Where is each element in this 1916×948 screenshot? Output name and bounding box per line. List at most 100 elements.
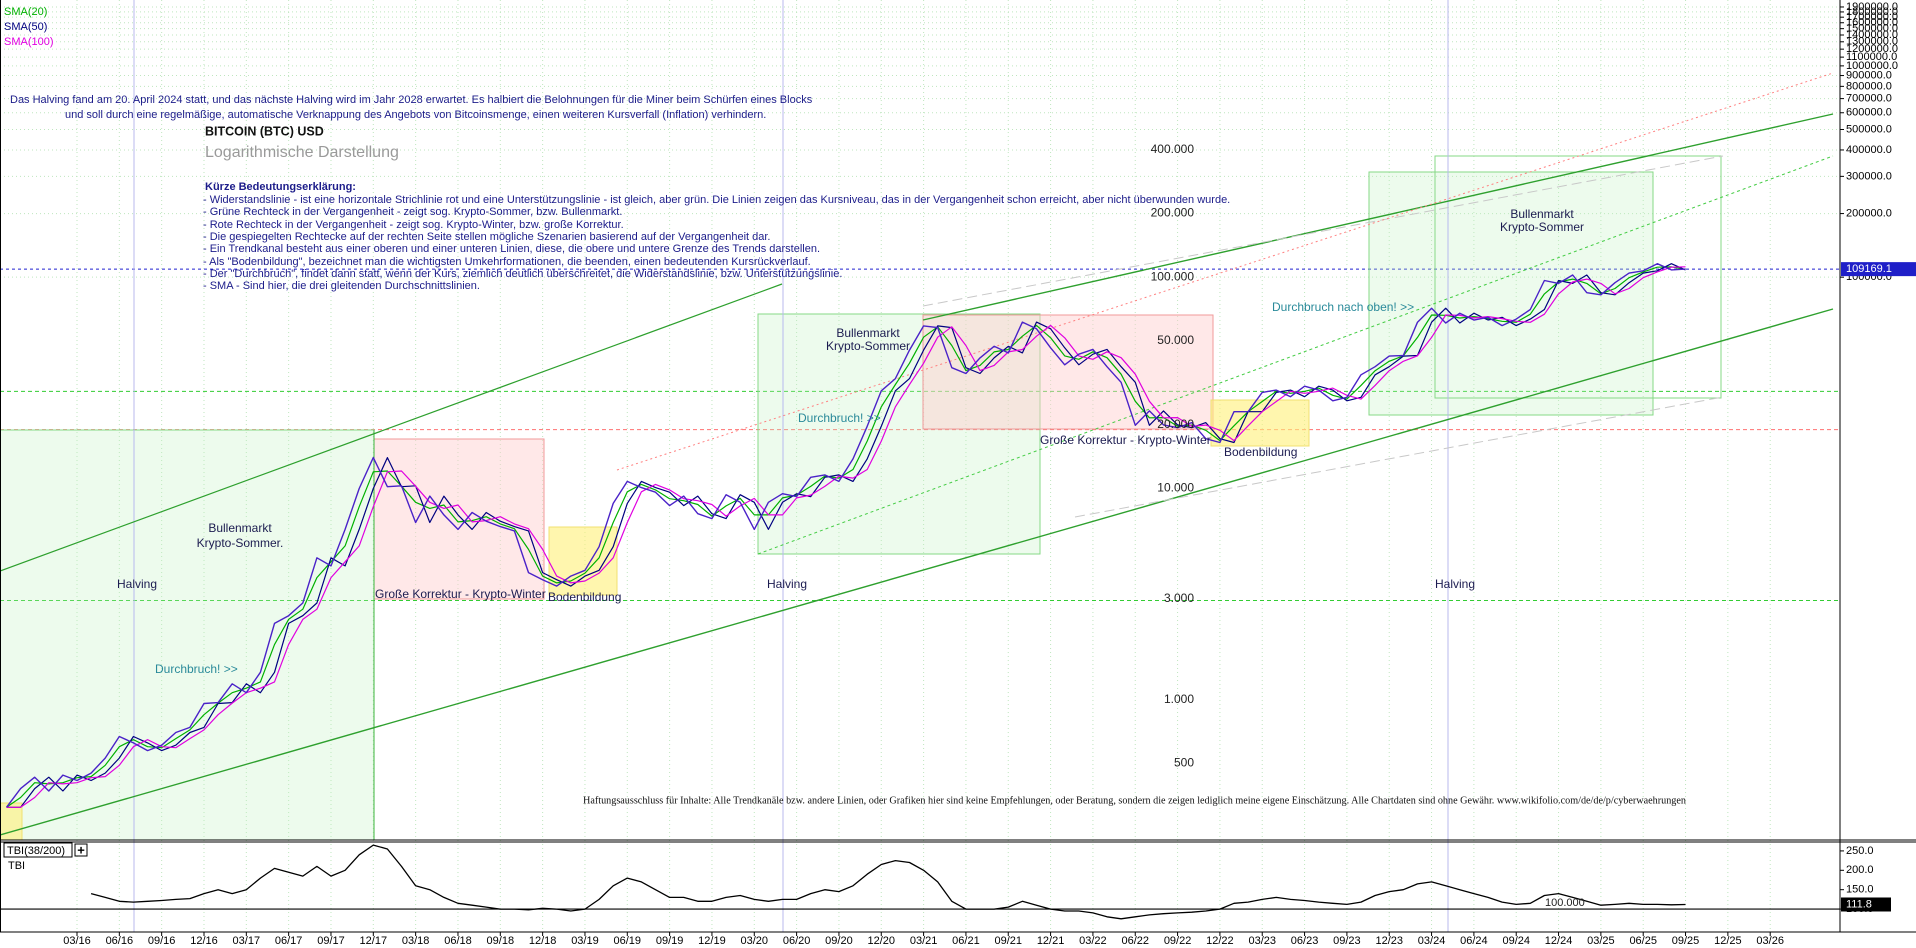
- y-tick-label: 900000.0: [1846, 69, 1892, 81]
- zone-label: Bodenbildung: [1224, 445, 1297, 459]
- x-tick-label: 03/16: [63, 935, 91, 947]
- zone-label: Bullenmarkt: [836, 326, 900, 340]
- x-tick-label: 09/18: [487, 935, 515, 947]
- zone-label: Krypto-Sommer: [826, 339, 910, 353]
- indicator-box: [3, 842, 73, 858]
- explanation-line: - Rote Rechteck in der Vergangenheit - z…: [203, 219, 624, 231]
- y-tick-label: 1200000.0: [1846, 43, 1898, 55]
- channel-line: [616, 72, 1834, 471]
- x-tick-label: 03/22: [1079, 935, 1107, 947]
- y-tick-label: 700000.0: [1846, 93, 1892, 105]
- y-tick-label: 1000000.0: [1846, 60, 1898, 72]
- y-tick-label: 1600000.0: [1846, 17, 1898, 29]
- x-tick-label: 06/16: [106, 935, 134, 947]
- x-tick-label: 03/25: [1587, 935, 1615, 947]
- channel-line: [922, 155, 1724, 307]
- x-tick-label: 12/16: [190, 935, 218, 947]
- x-tick-label: 12/25: [1714, 935, 1742, 947]
- x-tick-label: 12/23: [1375, 935, 1403, 947]
- explanation-line: - SMA - Sind hier, die drei gleitenden D…: [203, 280, 480, 292]
- bull-zone: [0, 429, 375, 841]
- x-tick-label: 12/20: [868, 935, 896, 947]
- x-tick-label: 06/17: [275, 935, 303, 947]
- chart-title: BITCOIN (BTC) USD: [205, 124, 324, 138]
- explanation-line: - Ein Trendkanal besteht aus einer obere…: [203, 243, 820, 255]
- y-tick-label: 300000.0: [1846, 170, 1892, 182]
- x-tick-label: 06/24: [1460, 935, 1488, 947]
- inner-tick-label: 200.000: [1151, 206, 1195, 220]
- inner-tick-label: 400.000: [1151, 142, 1195, 156]
- halving-label: Halving: [767, 577, 807, 591]
- legend-entry: SMA(50): [4, 21, 47, 33]
- zone-label: Bodenbildung: [548, 590, 621, 604]
- y-tick-label: 400000.0: [1846, 144, 1892, 156]
- y-tick-label: 200.0: [1846, 864, 1874, 876]
- halving-note: und soll durch eine regelmäßige, automat…: [65, 109, 766, 121]
- x-tick-label: 09/25: [1672, 935, 1700, 947]
- x-tick-label: 06/23: [1291, 935, 1319, 947]
- halving-note: Das Halving fand am 20. April 2024 statt…: [10, 94, 813, 106]
- last-price-label: 109169.1: [1846, 263, 1892, 275]
- x-tick-label: 12/22: [1206, 935, 1234, 947]
- x-tick-label: 03/18: [402, 935, 430, 947]
- inner-tick-label: 10.000: [1157, 481, 1194, 495]
- x-tick-label: 06/19: [614, 935, 642, 947]
- legend-entry: SMA(100): [4, 36, 54, 48]
- explanation-line: - Der "Durchbruch", findet dann statt, w…: [203, 268, 842, 280]
- x-tick-label: 06/20: [783, 935, 811, 947]
- last-price-box: [1841, 262, 1916, 277]
- x-tick-label: 09/20: [825, 935, 853, 947]
- x-tick-label: 03/21: [910, 935, 938, 947]
- halving-label: Halving: [117, 577, 157, 591]
- series-line: [6, 266, 1686, 808]
- y-tick-label: 150.0: [1846, 884, 1874, 896]
- x-tick-label: 03/26: [1756, 935, 1784, 947]
- x-tick-label: 06/18: [444, 935, 472, 947]
- series-line: [6, 263, 1686, 808]
- zone-label: Große Korrektur - Krypto-Winter: [1040, 433, 1211, 447]
- zone-label: Große Korrektur - Krypto-Winter: [375, 587, 546, 601]
- y-tick-label: 1900000.0: [1846, 1, 1898, 13]
- bottom-zone: [1210, 399, 1310, 447]
- x-tick-label: 03/20: [741, 935, 769, 947]
- inner-tick-label: 100.000: [1151, 269, 1195, 283]
- x-tick-label: 09/21: [994, 935, 1022, 947]
- series-line: [90, 844, 1686, 920]
- zone-label: Bullenmarkt: [208, 521, 272, 535]
- breakout-label: Durchbruch! >>: [155, 662, 238, 676]
- last-value-box: [1841, 897, 1891, 912]
- add-button[interactable]: [74, 843, 88, 857]
- halving-label: Halving: [1435, 577, 1475, 591]
- y-tick-label: 600000.0: [1846, 107, 1892, 119]
- explanation-line: - Die gespiegelten Rechtecke auf der rec…: [203, 231, 770, 243]
- channel-line: [1074, 396, 1724, 518]
- inner-tick-label: 1.000: [1164, 692, 1194, 706]
- x-tick-label: 03/24: [1418, 935, 1446, 947]
- x-tick-label: 06/22: [1121, 935, 1149, 947]
- explanation-line: - Grüne Rechteck in der Vergangenheit - …: [203, 206, 622, 218]
- zone-label: Krypto-Sommer.: [197, 536, 284, 550]
- x-tick-label: 09/22: [1164, 935, 1192, 947]
- y-tick-label: 1500000.0: [1846, 23, 1898, 35]
- channel-line: [757, 155, 1834, 555]
- annotations: Das Halving fand am 20. April 2024 statt…: [3, 1, 1916, 947]
- add-icon[interactable]: +: [77, 842, 85, 857]
- data-layer: [0, 263, 1840, 920]
- x-tick-label: 06/21: [952, 935, 980, 947]
- x-tick-label: 09/24: [1502, 935, 1530, 947]
- x-tick-label: 12/21: [1037, 935, 1065, 947]
- inner-tick-label: 50.000: [1157, 333, 1194, 347]
- zone-label: Bullenmarkt: [1510, 207, 1574, 221]
- x-tick-label: 06/25: [1629, 935, 1657, 947]
- inner-tick-label: 3.000: [1164, 591, 1194, 605]
- y-tick-label: 500000.0: [1846, 123, 1892, 135]
- grid-layer: [0, 0, 1840, 936]
- y-tick-label: 1700000.0: [1846, 11, 1898, 23]
- disclaimer: Haftungsausschluss für Inhalte: Alle Tre…: [583, 795, 1686, 806]
- last-value-label: 111.8: [1846, 898, 1872, 910]
- y-tick-label: 1300000.0: [1846, 36, 1898, 48]
